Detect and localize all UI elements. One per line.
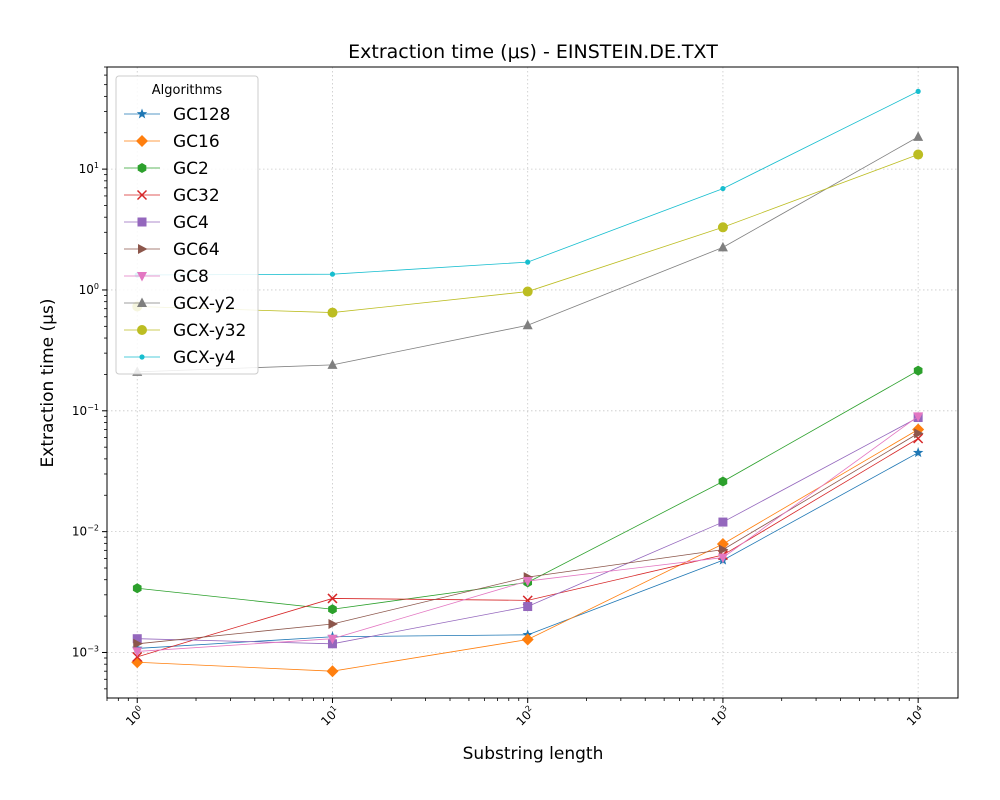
y-tick-label: 10−3 <box>72 644 99 659</box>
legend-label: GC2 <box>173 159 209 179</box>
legend-item-gcx-y4: GCX-y4 <box>124 348 236 368</box>
data-point-gc64 <box>133 638 143 649</box>
legend-marker <box>137 163 147 173</box>
x-tick-label: 100 <box>122 704 147 729</box>
data-point-gc2 <box>328 604 337 615</box>
legend-label: GC128 <box>173 105 231 125</box>
data-point-gcx-y4 <box>329 271 336 277</box>
data-point-gc2 <box>718 476 728 487</box>
legend-marker <box>136 135 148 147</box>
data-point-gc64 <box>328 619 338 630</box>
data-point-gcx-y2 <box>522 319 533 330</box>
data-point-gc2 <box>132 583 142 594</box>
legend-marker <box>137 297 147 307</box>
legend: Algorithms GC128 GC16 GC2 GC32 GC4 GC64 GC8 GCX… <box>115 75 259 375</box>
legend-item-gc16: GC16 <box>124 132 220 152</box>
data-point-gc4 <box>132 634 142 644</box>
data-point-gc8 <box>327 634 338 645</box>
legend-label: GC8 <box>173 267 209 287</box>
x-tick-label: 104 <box>903 704 928 729</box>
legend-label: GC16 <box>173 132 220 152</box>
legend-items: GC128 GC16 GC2 GC32 GC4 GC64 GC8 GCX-y2 GCX-y32 G… <box>124 105 246 368</box>
legend-marker <box>137 272 147 282</box>
legend-item-gcx-y32: GCX-y32 <box>124 321 246 341</box>
legend-label: GCX-y32 <box>173 321 246 341</box>
data-point-gc64 <box>914 428 924 439</box>
x-tick-label: 101 <box>318 704 343 729</box>
chart-title: Extraction time (μs) - EINSTEIN.DE.TXT <box>348 41 718 63</box>
x-tick-label: 103 <box>708 704 733 729</box>
data-point-gc4 <box>718 517 728 527</box>
y-axis: 10−3 10−2 10−1 100 101 <box>72 66 107 690</box>
legend-item-gc8: GC8 <box>124 267 209 287</box>
legend-label: GCX-y4 <box>173 348 236 368</box>
plot-frame <box>106 66 959 699</box>
data-point-gcx-y32 <box>522 286 533 297</box>
legend-box <box>115 75 259 375</box>
legend-marker <box>137 325 147 335</box>
data-point-gcx-y4 <box>915 88 921 94</box>
data-point-gc32 <box>327 593 338 604</box>
data-point-gcx-y2 <box>327 359 338 369</box>
data-point-gcx-y32 <box>717 222 728 233</box>
legend-marker <box>137 217 147 227</box>
data-point-gcx-y4 <box>525 259 531 265</box>
legend-title: Algorithms <box>152 83 223 98</box>
legend-item-gcx-y2: GCX-y2 <box>124 294 236 314</box>
data-point-gc8 <box>132 647 143 657</box>
data-point-gcx-y32 <box>913 149 924 160</box>
data-point-gc128 <box>912 447 924 458</box>
legend-label: GC32 <box>173 186 220 206</box>
legend-item-gc2: GC2 <box>124 159 209 179</box>
y-axis-label: Extraction time (μs) <box>38 299 58 468</box>
x-axis: 100 101 102 103 104 <box>106 698 928 729</box>
legend-item-gc128: GC128 <box>124 105 231 125</box>
data-point-gcx-y32 <box>327 307 338 318</box>
series-layer <box>131 88 925 678</box>
data-point-gcx-y4 <box>720 185 726 192</box>
legend-marker <box>136 108 148 119</box>
legend-item-gc32: GC32 <box>124 186 220 206</box>
data-point-gcx-y2 <box>913 131 924 141</box>
legend-marker <box>139 354 145 360</box>
data-point-gc2 <box>913 365 923 376</box>
legend-marker <box>138 244 148 254</box>
legend-item-gc64: GC64 <box>124 240 220 260</box>
x-tick-label: 102 <box>513 704 538 729</box>
legend-label: GC64 <box>173 240 220 260</box>
data-point-gc16 <box>521 633 534 646</box>
y-tick-label: 100 <box>79 282 99 297</box>
data-point-gc8 <box>522 577 533 587</box>
y-tick-label: 10−1 <box>72 403 99 418</box>
legend-item-gc4: GC4 <box>124 213 209 233</box>
y-tick-label: 10−2 <box>72 524 99 539</box>
data-point-gc4 <box>523 602 533 612</box>
data-point-gcx-y2 <box>717 241 728 252</box>
data-point-gc64 <box>718 544 729 555</box>
series-gc8 <box>132 412 924 657</box>
data-point-gc8 <box>717 553 728 564</box>
legend-marker <box>136 189 148 201</box>
x-axis-label: Substring length <box>463 744 604 764</box>
legend-label: GC4 <box>173 213 209 233</box>
legend-label: GCX-y2 <box>173 294 236 314</box>
data-point-gc8 <box>913 412 924 422</box>
y-tick-label: 101 <box>79 161 99 176</box>
data-point-gc16 <box>326 665 339 678</box>
